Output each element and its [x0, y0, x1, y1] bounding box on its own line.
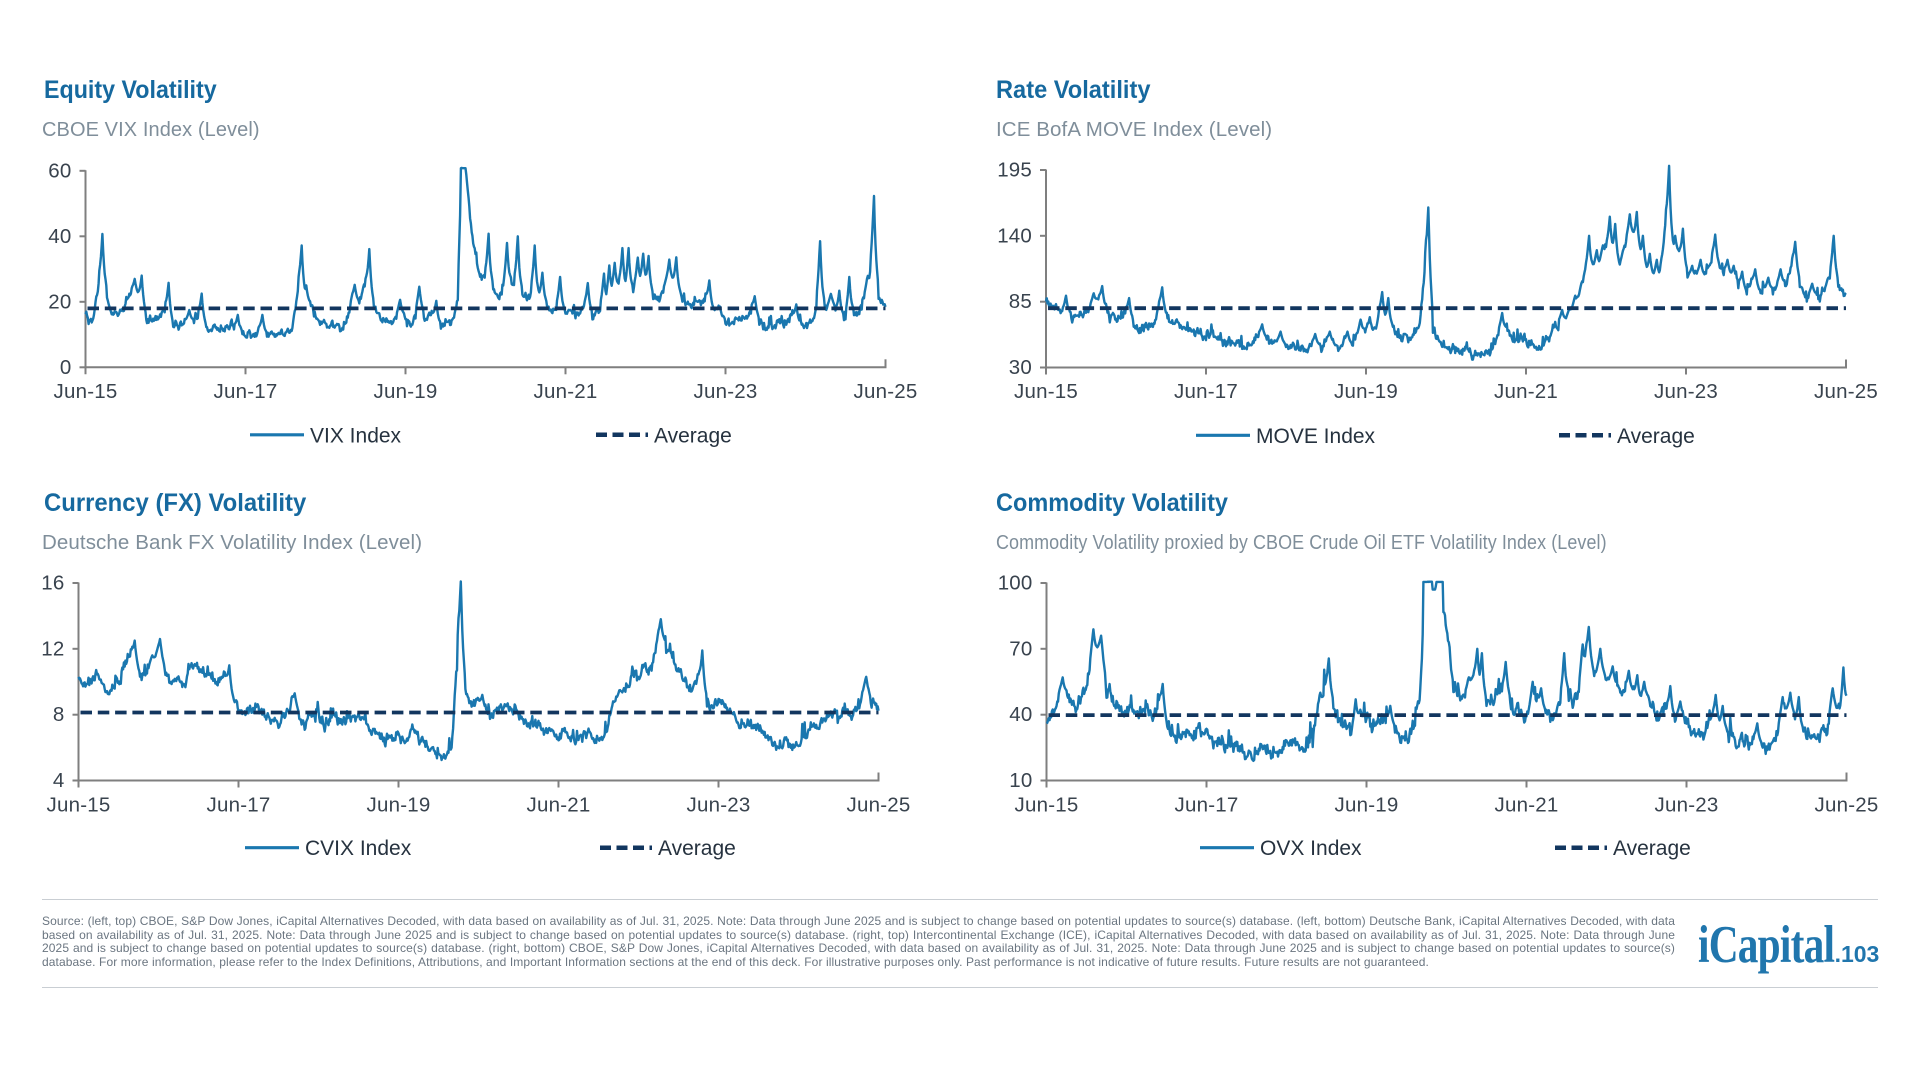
svg-text:85: 85	[1009, 290, 1032, 313]
svg-text:Jun-15: Jun-15	[1015, 794, 1079, 817]
svg-text:Jun-23: Jun-23	[1654, 380, 1718, 403]
svg-text:20: 20	[48, 290, 71, 313]
svg-text:Jun-19: Jun-19	[1335, 794, 1399, 817]
svg-text:Jun-15: Jun-15	[54, 380, 118, 403]
svg-text:Jun-21: Jun-21	[527, 794, 591, 817]
svg-text:Jun-17: Jun-17	[1174, 380, 1238, 403]
svg-text:0: 0	[60, 356, 72, 379]
svg-text:CVIX Index: CVIX Index	[305, 837, 412, 860]
svg-text:Jun-25: Jun-25	[1815, 794, 1879, 817]
svg-text:Jun-17: Jun-17	[214, 380, 278, 403]
svg-text:Jun-19: Jun-19	[367, 794, 431, 817]
svg-text:12: 12	[41, 637, 64, 660]
svg-text:VIX Index: VIX Index	[310, 424, 402, 447]
svg-text:16: 16	[41, 572, 64, 595]
svg-text:Jun-23: Jun-23	[1655, 794, 1719, 817]
svg-text:140: 140	[997, 224, 1032, 247]
svg-text:Jun-23: Jun-23	[694, 380, 758, 403]
svg-text:OVX Index: OVX Index	[1260, 837, 1362, 860]
svg-text:Jun-25: Jun-25	[854, 380, 918, 403]
svg-text:Average: Average	[1613, 837, 1691, 860]
svg-text:100: 100	[998, 572, 1033, 595]
svg-text:Jun-19: Jun-19	[1334, 380, 1398, 403]
svg-text:Jun-21: Jun-21	[534, 380, 598, 403]
svg-text:Average: Average	[654, 424, 732, 447]
svg-text:Jun-21: Jun-21	[1494, 380, 1558, 403]
svg-text:195: 195	[997, 159, 1032, 182]
svg-text:Average: Average	[1617, 425, 1695, 448]
svg-text:Jun-15: Jun-15	[1014, 380, 1078, 403]
svg-text:Jun-19: Jun-19	[374, 380, 438, 403]
svg-text:60: 60	[48, 159, 71, 182]
svg-text:Jun-25: Jun-25	[847, 794, 911, 817]
svg-text:40: 40	[1009, 703, 1032, 726]
svg-text:40: 40	[48, 225, 71, 248]
svg-text:8: 8	[53, 703, 65, 726]
svg-text:MOVE Index: MOVE Index	[1256, 425, 1376, 448]
svg-text:Jun-17: Jun-17	[1175, 794, 1239, 817]
svg-text:Jun-23: Jun-23	[687, 794, 751, 817]
svg-text:Jun-25: Jun-25	[1814, 380, 1878, 403]
svg-text:Jun-15: Jun-15	[47, 794, 111, 817]
svg-text:4: 4	[53, 769, 65, 792]
svg-text:Jun-17: Jun-17	[207, 794, 271, 817]
svg-text:70: 70	[1009, 637, 1032, 660]
svg-text:30: 30	[1009, 356, 1032, 379]
svg-text:Jun-21: Jun-21	[1495, 794, 1559, 817]
svg-text:Average: Average	[658, 837, 736, 860]
svg-text:10: 10	[1009, 769, 1032, 792]
